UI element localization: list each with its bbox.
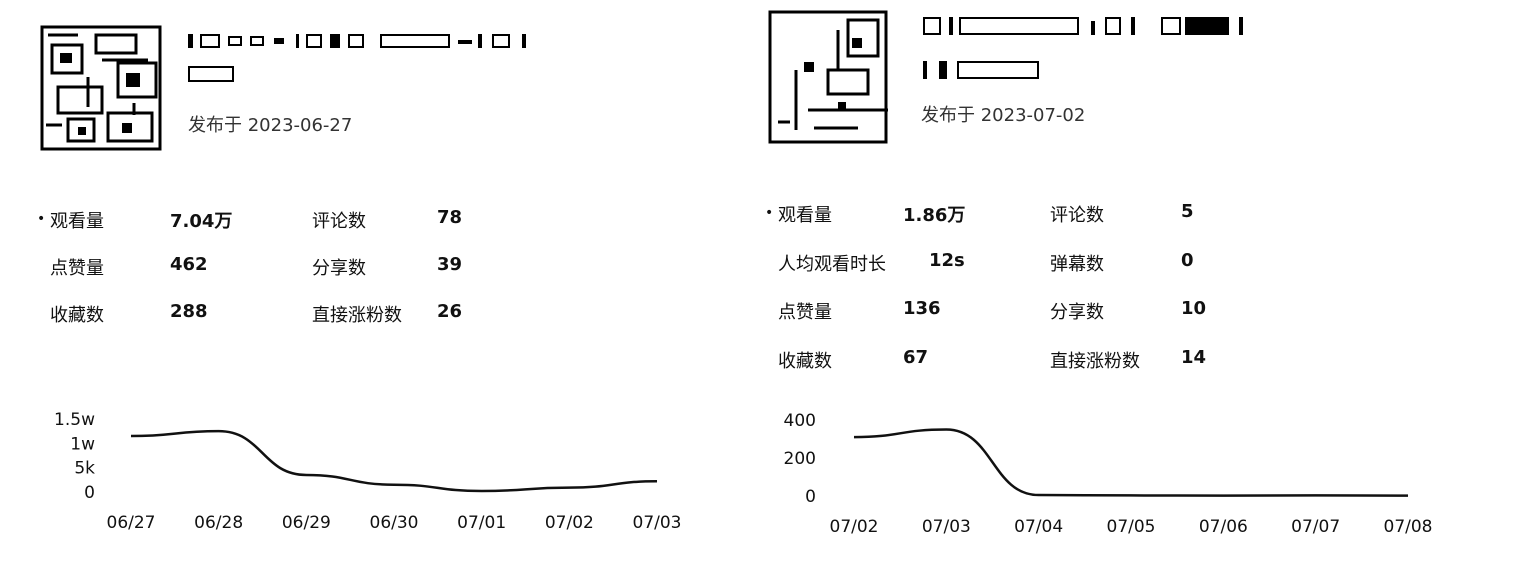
x-tick-label: 07/03 [633,513,682,533]
y-tick-label: 5k [74,459,95,479]
metric-value-comments: 78 [437,207,463,228]
y-tick-label: 1w [70,434,95,454]
metric-value-danmaku: 0 [1181,250,1194,271]
y-tick-label: 1.5w [54,410,95,430]
publish-date: 发布于 2023-06-27 [188,115,353,136]
x-tick-label: 06/27 [107,513,156,533]
metric-label-views[interactable]: 观看量 [50,211,104,232]
x-tick-label: 06/30 [370,513,419,533]
selected-bullet-icon: • [37,211,46,227]
x-tick-label: 07/04 [1014,517,1063,537]
metric-value-favorites: 67 [903,347,929,368]
video-thumbnail[interactable] [768,10,903,145]
trend-chart: 400 200 0 07/02 07/03 07/04 07/05 07/06 07/07 07/… [784,411,1433,537]
metric-value-new-followers: 14 [1181,347,1207,368]
metric-value-likes: 462 [170,254,208,275]
metric-value-comments: 5 [1181,201,1194,222]
metric-label-shares[interactable]: 分享数 [1050,302,1104,323]
x-tick-label: 07/03 [922,517,971,537]
metric-value-views: 7.04万 [170,211,233,232]
metric-label-favorites[interactable]: 收藏数 [50,305,104,326]
metric-value-new-followers: 26 [437,301,463,322]
metric-value-shares: 39 [437,254,463,275]
metric-value-shares: 10 [1181,298,1207,319]
video-card-left: 发布于 2023-06-27 • 观看量 7.04万 评论数 78 点赞量 46… [0,0,740,577]
x-tick-label: 07/02 [545,513,594,533]
trend-chart: 1.5w 1w 5k 0 06/27 06/28 06/29 06/30 07/01 07/02 0… [54,410,682,533]
x-tick-label: 07/05 [1107,517,1156,537]
metric-label-likes[interactable]: 点赞量 [50,258,104,279]
metric-label-avg-watch-time[interactable]: 人均观看时长 [778,254,886,275]
y-tick-label: 0 [805,487,816,507]
metric-label-favorites[interactable]: 收藏数 [778,351,832,372]
video-thumbnail[interactable] [38,15,166,155]
metric-value-avg-watch-time: 12s [929,250,965,271]
series-line [130,429,658,493]
x-tick-label: 06/28 [194,513,243,533]
y-tick-label: 400 [784,411,816,431]
publish-date: 发布于 2023-07-02 [921,105,1086,126]
metric-label-views[interactable]: 观看量 [778,205,832,226]
x-tick-label: 07/06 [1199,517,1248,537]
metric-value-views: 1.86万 [903,205,966,226]
y-tick-label: 200 [784,449,816,469]
x-tick-label: 07/01 [457,513,506,533]
metric-label-new-followers[interactable]: 直接涨粉数 [312,305,402,326]
metric-label-likes[interactable]: 点赞量 [778,302,832,323]
metric-label-comments[interactable]: 评论数 [1050,205,1104,226]
x-tick-label: 07/08 [1384,517,1433,537]
selected-bullet-icon: • [765,205,774,221]
x-tick-label: 07/07 [1291,517,1340,537]
metric-label-danmaku[interactable]: 弹幕数 [1050,254,1104,275]
video-card-right: 发布于 2023-07-02 • 观看量 1.86万 评论数 5 人均观看时长 … [740,0,1515,577]
series-line [853,428,1409,497]
metric-label-shares[interactable]: 分享数 [312,258,366,279]
x-tick-label: 06/29 [282,513,331,533]
metric-value-likes: 136 [903,298,941,319]
y-tick-label: 0 [84,483,95,503]
x-tick-label: 07/02 [830,517,879,537]
metric-label-comments[interactable]: 评论数 [312,211,366,232]
metric-label-new-followers[interactable]: 直接涨粉数 [1050,351,1140,372]
metric-value-favorites: 288 [170,301,208,322]
